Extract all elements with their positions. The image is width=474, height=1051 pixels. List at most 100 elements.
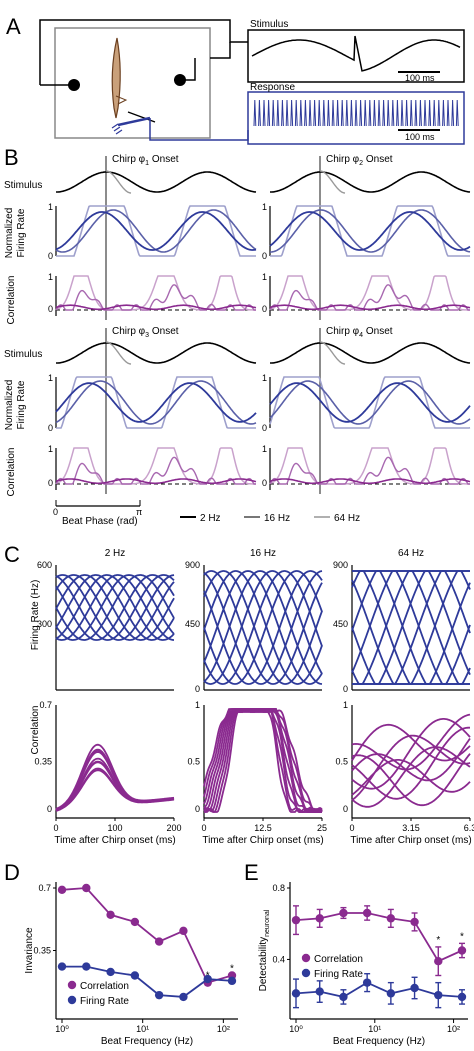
data-point-1 bbox=[106, 967, 115, 977]
chirp-sub: 2 bbox=[359, 160, 363, 167]
data-point-0 bbox=[130, 917, 140, 927]
fr-trace-2hz bbox=[55, 211, 257, 251]
stimulus-wave bbox=[251, 35, 461, 72]
fish-icon bbox=[111, 37, 121, 119]
c-fr-trace bbox=[203, 570, 323, 685]
fr-trace-16hz bbox=[55, 380, 257, 425]
c-fr-trace bbox=[203, 570, 323, 685]
legend-e-corr-dot bbox=[301, 953, 311, 963]
chirp-trace bbox=[105, 170, 132, 194]
c-fr-trace bbox=[55, 574, 175, 641]
data-point-1 bbox=[179, 992, 188, 1002]
ytick-label: 0.4 bbox=[272, 954, 285, 964]
corr-trace-16hz bbox=[55, 456, 256, 485]
significance-star: * bbox=[230, 964, 234, 975]
beat-phase-pi: π bbox=[136, 507, 142, 517]
data-point-0 bbox=[82, 883, 91, 893]
data-point-1 bbox=[227, 976, 237, 986]
legend-d-fr-dot bbox=[67, 995, 77, 1005]
c-ylabel-top: Firing Rate (Hz) bbox=[30, 580, 41, 651]
data-point-1 bbox=[386, 989, 396, 998]
c-fr-trace bbox=[55, 574, 175, 641]
significance-star: * bbox=[206, 971, 210, 982]
c-corr-trace bbox=[351, 759, 471, 796]
corr-trace-2hz bbox=[269, 304, 471, 311]
c-fr-trace bbox=[55, 574, 175, 641]
recording-probe bbox=[117, 116, 151, 127]
c-fr-trace bbox=[203, 570, 323, 685]
legend-e-fr-dot bbox=[301, 968, 311, 978]
c-fr-trace bbox=[351, 579, 471, 685]
corr-trace-64hz bbox=[269, 275, 470, 311]
panel-d-letter: D bbox=[4, 860, 20, 885]
c-fr-trace bbox=[55, 574, 175, 641]
c-xtick: 0 bbox=[349, 823, 354, 833]
corr-trace-2hz bbox=[55, 478, 257, 485]
c-fr-trace bbox=[203, 570, 323, 685]
c-top-ytick: 900 bbox=[333, 560, 348, 570]
fr-trace-16hz bbox=[269, 380, 471, 425]
corr-label-2: Correlation bbox=[6, 448, 17, 497]
c-xtick: 200 bbox=[166, 823, 181, 833]
legend-e-fr: Firing Rate bbox=[314, 969, 363, 980]
xlabel: Beat Frequency (Hz) bbox=[333, 1036, 425, 1047]
data-point-1 bbox=[203, 974, 212, 984]
xtick-label: 10⁰ bbox=[55, 1024, 69, 1034]
corr-tick-0: 0 bbox=[48, 304, 53, 314]
c-corr-trace bbox=[351, 734, 471, 801]
stimulus-trace bbox=[56, 171, 257, 193]
panel-d: D 0.7 0.35 10⁰ 10¹ 10² Beat Frequency (Hz) Inv… bbox=[4, 860, 238, 1047]
data-point-1 bbox=[154, 990, 164, 1000]
c-fr-trace bbox=[55, 574, 175, 641]
data-point-0 bbox=[106, 910, 115, 919]
c-top-ytick: 300 bbox=[37, 619, 52, 629]
legend-e-corr: Correlation bbox=[314, 954, 363, 965]
stimulus-row-label-1: Stimulus bbox=[4, 180, 42, 191]
legend-16hz: 16 Hz bbox=[264, 513, 290, 524]
corr-trace-16hz bbox=[269, 284, 470, 311]
c-title-2: 16 Hz bbox=[250, 548, 276, 559]
data-point-0 bbox=[339, 908, 348, 918]
corr-tick-0: 0 bbox=[48, 478, 53, 488]
chirp-trace bbox=[105, 341, 132, 365]
response-scale-label: 100 ms bbox=[405, 132, 435, 142]
response-label: Response bbox=[250, 82, 295, 93]
fr-tick-0: 0 bbox=[48, 251, 53, 261]
c-corr-trace bbox=[351, 737, 471, 782]
c-xlabel: Time after Chirp onset (ms) bbox=[202, 835, 323, 846]
subpanel-b-4: Chirp φ4 Onset 1 0 1 0 bbox=[262, 326, 471, 494]
data-point-1 bbox=[291, 989, 301, 998]
panel-b-letter: B bbox=[4, 145, 19, 170]
subpanel-b-3: Chirp φ3 Onset 1 0 1 0 bbox=[48, 326, 257, 494]
c-fr-trace bbox=[203, 570, 323, 685]
c-fr-trace bbox=[55, 574, 175, 641]
chirp-sub: 3 bbox=[145, 332, 149, 339]
c-top-ytick: 0 bbox=[195, 684, 200, 694]
c-fr-trace bbox=[352, 570, 471, 685]
panel-b-legend: 2 Hz 16 Hz 64 Hz bbox=[180, 513, 360, 524]
fr-trace-2hz bbox=[55, 382, 257, 423]
chirp-sub: 1 bbox=[145, 160, 149, 167]
fr-tick-1: 1 bbox=[48, 373, 53, 383]
c-xtick: 0 bbox=[53, 823, 58, 833]
c-corr-trace bbox=[203, 708, 323, 813]
legend-d-fr: Firing Rate bbox=[80, 996, 129, 1007]
c-fr-trace bbox=[203, 570, 323, 685]
c-fr-trace bbox=[55, 574, 175, 641]
data-point-0 bbox=[291, 915, 301, 925]
stimulus-trace bbox=[56, 342, 257, 364]
panel-e: E 0.8 0.4 10⁰ 10¹ 10² Beat Frequency (Hz) Dete… bbox=[244, 860, 468, 1047]
c-bot-ytick: 0 bbox=[47, 804, 52, 814]
legend-2hz: 2 Hz bbox=[200, 513, 221, 524]
c-bot-ytick: 1 bbox=[195, 700, 200, 710]
c-corr-trace bbox=[203, 708, 323, 813]
c-bot-ytick: 0 bbox=[343, 804, 348, 814]
stimulus-label: Stimulus bbox=[250, 19, 288, 30]
norm-fr-label-1a: Normalized bbox=[4, 208, 15, 259]
c-xtick: 12.5 bbox=[254, 823, 272, 833]
c-xtick: 100 bbox=[107, 823, 122, 833]
stimulus-trace bbox=[270, 171, 471, 193]
